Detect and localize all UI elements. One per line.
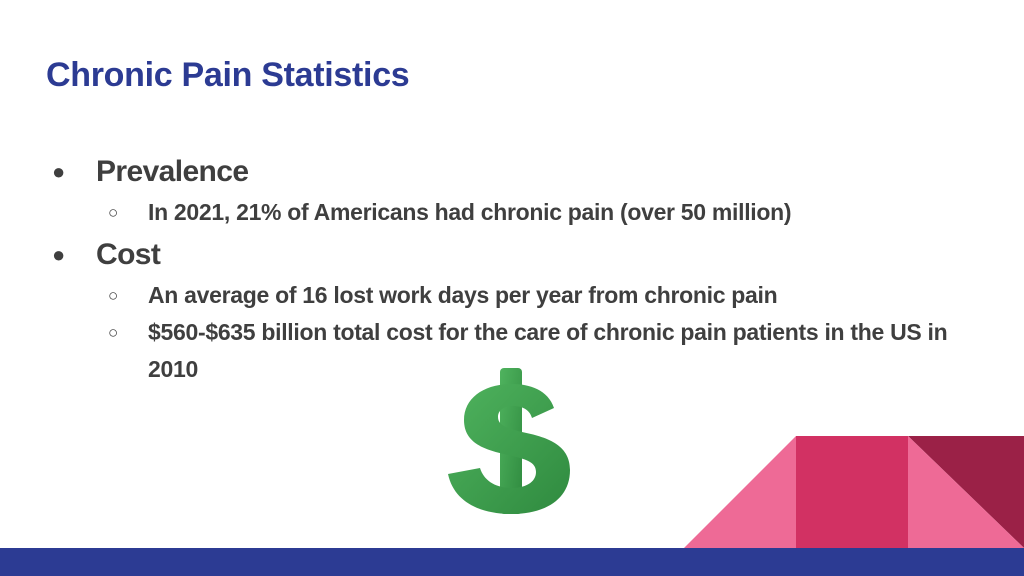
- footer-bar: [0, 548, 1024, 576]
- bullet-prevalence: ● Prevalence: [50, 150, 990, 194]
- sub-bullet-marker: ○: [108, 203, 118, 222]
- sub-bullet-text: $560-$635 billion total cost for the car…: [148, 319, 948, 382]
- sub-bullet: ○ $560-$635 billion total cost for the c…: [50, 314, 990, 388]
- bullet-marker: ●: [52, 242, 65, 267]
- bullet-cost: ● Cost: [50, 233, 990, 277]
- dollar-sign-icon: [448, 368, 570, 514]
- bullet-marker: ●: [52, 159, 65, 184]
- bullet-list: ● Prevalence ○ In 2021, 21% of Americans…: [50, 150, 990, 388]
- decorative-triangles: [684, 436, 1024, 548]
- sub-bullet-marker: ○: [108, 286, 118, 305]
- sub-bullet-text: An average of 16 lost work days per year…: [148, 282, 778, 308]
- sub-bullet-marker: ○: [108, 323, 118, 342]
- bullet-heading: Prevalence: [96, 155, 249, 188]
- slide-title: Chronic Pain Statistics: [46, 56, 410, 94]
- sub-bullet: ○ An average of 16 lost work days per ye…: [50, 277, 990, 314]
- bullet-heading: Cost: [96, 238, 161, 271]
- sub-bullet: ○ In 2021, 21% of Americans had chronic …: [50, 194, 990, 231]
- sub-bullet-text: In 2021, 21% of Americans had chronic pa…: [148, 199, 792, 225]
